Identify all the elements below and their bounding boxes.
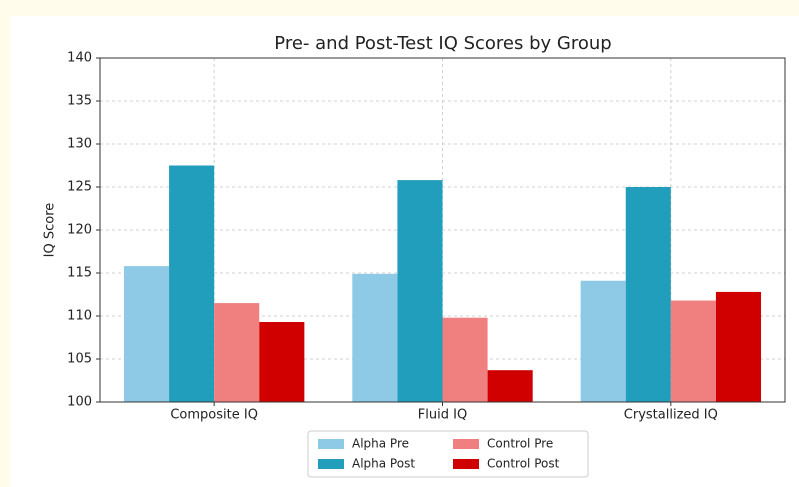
bar xyxy=(352,273,398,402)
y-tick-label: 130 xyxy=(67,137,92,152)
bar xyxy=(670,300,716,402)
bar xyxy=(625,187,671,402)
chart-title: Pre- and Post-Test IQ Scores by Group xyxy=(274,33,611,54)
bar xyxy=(442,317,488,402)
plot-frame xyxy=(99,57,786,403)
x-tick-label: Composite IQ xyxy=(170,408,258,423)
bar xyxy=(397,180,443,402)
y-tick-label: 110 xyxy=(67,309,92,324)
bar xyxy=(580,280,626,402)
legend-swatch xyxy=(318,439,344,449)
legend-label: Control Post xyxy=(487,457,560,471)
legend-label: Alpha Post xyxy=(352,457,415,471)
bar xyxy=(123,266,170,402)
legend-swatch xyxy=(318,459,344,469)
bar xyxy=(169,165,215,402)
bar xyxy=(214,303,260,402)
x-tick-label: Crystallized IQ xyxy=(624,408,718,423)
legend-swatch xyxy=(453,439,479,449)
y-tick-label: 115 xyxy=(67,266,92,281)
y-tick-label: 120 xyxy=(67,223,92,238)
y-tick-label: 105 xyxy=(67,352,92,367)
y-tick-label: 140 xyxy=(67,51,92,66)
legend-label: Alpha Pre xyxy=(352,437,409,451)
legend-box xyxy=(307,430,589,478)
x-tick-label: Fluid IQ xyxy=(418,408,467,423)
y-axis-label: IQ Score xyxy=(43,203,58,258)
legend-swatch xyxy=(453,459,479,469)
y-tick-label: 135 xyxy=(67,94,92,109)
y-tick-label: 125 xyxy=(67,180,92,195)
legend-label: Control Pre xyxy=(487,437,553,451)
bar xyxy=(487,370,533,402)
bar xyxy=(715,291,762,402)
y-tick-label: 100 xyxy=(67,395,92,410)
bar xyxy=(259,322,305,402)
